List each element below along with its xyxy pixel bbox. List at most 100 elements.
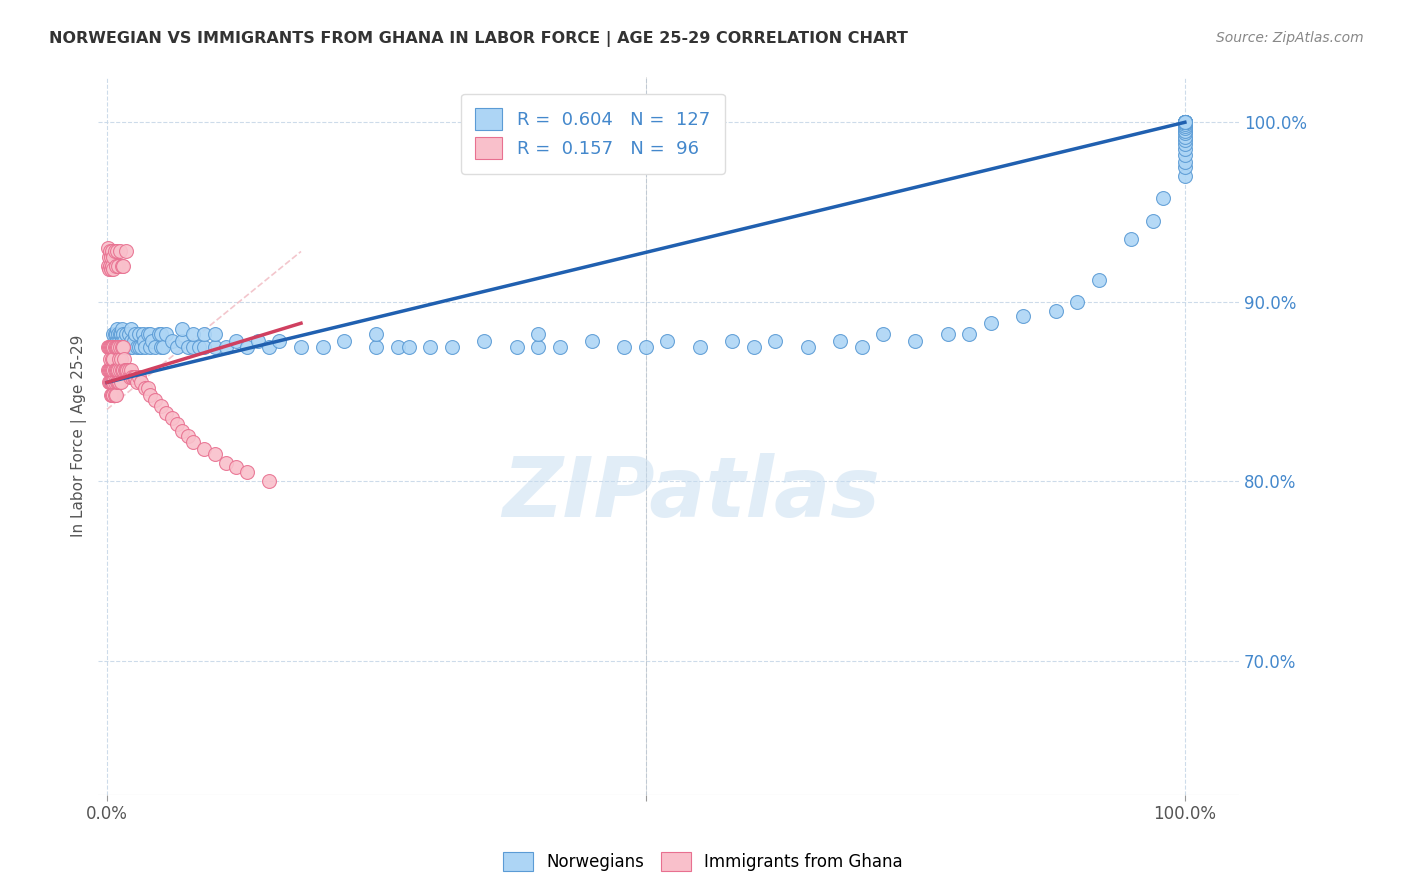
Point [122, 334, 145, 348]
Point [152, 340, 174, 354]
Point [1142, 214, 1164, 228]
Point [103, 363, 125, 377]
Point [117, 363, 139, 377]
Point [634, 340, 657, 354]
Point [105, 376, 128, 390]
Point [387, 340, 409, 354]
Point [1174, 115, 1197, 129]
Point [872, 326, 894, 341]
Point [112, 334, 135, 348]
Point [214, 340, 236, 354]
Point [257, 340, 280, 354]
Point [97, 340, 120, 354]
Point [103, 250, 125, 264]
Point [107, 340, 129, 354]
Point [122, 370, 145, 384]
Point [108, 326, 131, 341]
Point [1174, 147, 1197, 161]
Point [110, 326, 132, 341]
Point [103, 352, 125, 367]
Point [204, 326, 226, 341]
Point [172, 321, 194, 335]
Point [120, 334, 142, 348]
Legend: Norwegians, Immigrants from Ghana: Norwegians, Immigrants from Ghana [495, 843, 911, 880]
Point [101, 259, 124, 273]
Point [204, 447, 226, 461]
Point [127, 340, 149, 354]
Point [98, 250, 121, 264]
Point [104, 340, 127, 354]
Point [100, 250, 122, 264]
Point [104, 259, 127, 273]
Point [110, 376, 132, 390]
Point [111, 363, 134, 377]
Point [904, 334, 927, 348]
Point [269, 334, 291, 348]
Point [225, 334, 247, 348]
Point [141, 334, 163, 348]
Text: ZIPatlas: ZIPatlas [502, 453, 880, 534]
Point [657, 334, 679, 348]
Point [148, 326, 170, 341]
Point [107, 259, 129, 273]
Point [103, 340, 125, 354]
Point [103, 244, 125, 259]
Point [112, 363, 135, 377]
Point [1012, 309, 1035, 323]
Point [1174, 115, 1197, 129]
Point [103, 262, 125, 277]
Point [128, 326, 150, 341]
Point [763, 334, 786, 348]
Point [128, 340, 150, 354]
Point [115, 326, 138, 341]
Point [104, 388, 127, 402]
Point [107, 376, 129, 390]
Point [1174, 115, 1197, 129]
Point [105, 363, 128, 377]
Point [181, 434, 204, 449]
Point [101, 244, 124, 259]
Point [204, 340, 226, 354]
Point [124, 370, 146, 384]
Point [107, 326, 129, 341]
Point [108, 340, 131, 354]
Point [721, 334, 744, 348]
Point [103, 340, 125, 354]
Point [100, 376, 122, 390]
Point [581, 334, 603, 348]
Point [110, 352, 132, 367]
Point [121, 340, 143, 354]
Point [828, 334, 851, 348]
Point [100, 340, 122, 354]
Point [1174, 115, 1197, 129]
Point [155, 326, 177, 341]
Point [103, 376, 125, 390]
Point [1174, 120, 1197, 135]
Point [98, 340, 121, 354]
Point [134, 340, 156, 354]
Point [108, 340, 131, 354]
Point [103, 340, 125, 354]
Point [132, 334, 155, 348]
Point [101, 340, 124, 354]
Point [103, 326, 125, 341]
Point [177, 340, 200, 354]
Point [104, 340, 127, 354]
Point [103, 340, 125, 354]
Point [214, 456, 236, 470]
Point [851, 340, 873, 354]
Point [257, 474, 280, 488]
Point [101, 388, 124, 402]
Point [107, 363, 129, 377]
Point [1119, 232, 1142, 246]
Point [181, 340, 204, 354]
Point [98, 262, 121, 277]
Point [118, 370, 141, 384]
Point [246, 334, 269, 348]
Point [97, 363, 120, 377]
Point [110, 340, 132, 354]
Point [114, 340, 136, 354]
Point [105, 244, 128, 259]
Point [100, 262, 122, 277]
Point [103, 363, 125, 377]
